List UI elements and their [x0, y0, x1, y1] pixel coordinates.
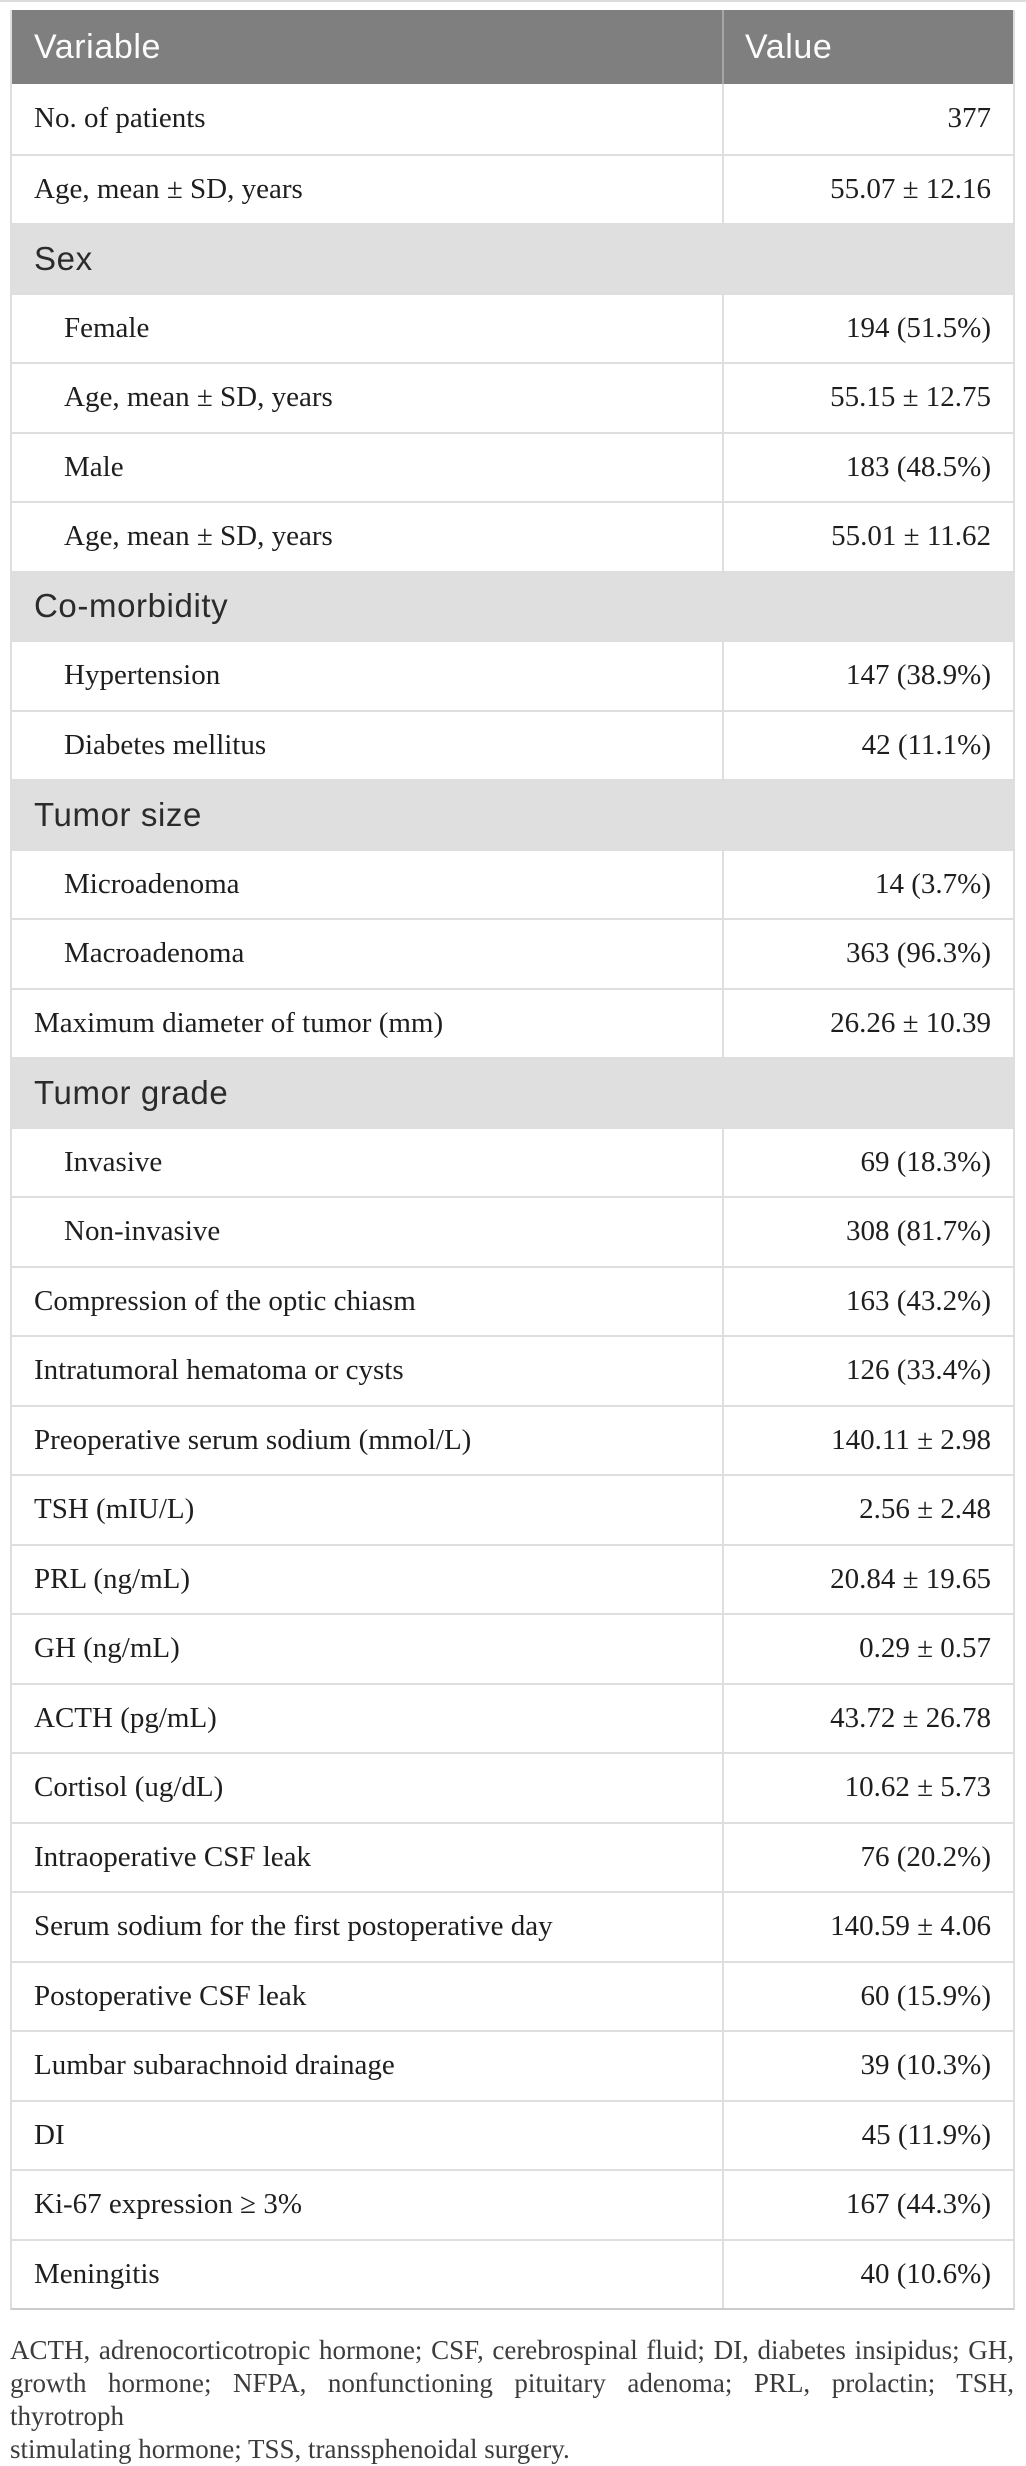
row-label: Ki-67 expression ≥ 3%	[34, 2188, 303, 2221]
row-label: Non-invasive	[64, 1215, 221, 1248]
table-row: Meningitis 40 (10.6%)	[12, 2238, 1013, 2308]
row-label: No. of patients	[34, 102, 206, 135]
row-value: 39 (10.3%)	[722, 2032, 1013, 2100]
table-row: Non-invasive 308 (81.7%)	[12, 1196, 1013, 1266]
row-value: 363 (96.3%)	[722, 920, 1013, 988]
table-row: Postoperative CSF leak 60 (15.9%)	[12, 1960, 1013, 2030]
row-label: Macroadenoma	[64, 937, 245, 970]
row-value: 55.07 ± 12.16	[722, 155, 1013, 223]
table-row: Ki-67 expression ≥ 3% 167 (44.3%)	[12, 2169, 1013, 2239]
table-row: ACTH (pg/mL) 43.72 ± 26.78	[12, 1682, 1013, 1752]
row-label: Meningitis	[34, 2257, 160, 2290]
section-header-row: Tumor grade	[12, 1057, 1013, 1127]
row-value: 42 (11.1%)	[722, 711, 1013, 779]
row-value: 10.62 ± 5.73	[722, 1754, 1013, 1822]
row-value: 55.01 ± 11.62	[722, 503, 1013, 571]
row-value: 40 (10.6%)	[722, 2240, 1013, 2308]
row-label: Maximum diameter of tumor (mm)	[34, 1006, 444, 1039]
row-label: PRL (ng/mL)	[34, 1562, 191, 1595]
table-row: Serum sodium for the first postoperative…	[12, 1891, 1013, 1961]
row-value: 140.11 ± 2.98	[722, 1406, 1013, 1474]
row-value: 147 (38.9%)	[722, 642, 1013, 710]
table-row: Preoperative serum sodium (mmol/L) 140.11…	[12, 1404, 1013, 1474]
table-row: GH (ng/mL) 0.29 ± 0.57	[12, 1613, 1013, 1683]
row-label: Serum sodium for the first postoperative…	[34, 1910, 553, 1943]
row-value: 163 (43.2%)	[722, 1267, 1013, 1335]
row-value: 183 (48.5%)	[722, 433, 1013, 501]
row-value: 126 (33.4%)	[722, 1337, 1013, 1405]
table-row: DI 45 (11.9%)	[12, 2099, 1013, 2169]
row-label: Diabetes mellitus	[64, 728, 267, 761]
table-row: Intratumoral hematoma or cysts 126 (33.4%…	[12, 1335, 1013, 1405]
table-row: Invasive 69 (18.3%)	[12, 1126, 1013, 1196]
row-label: Age, mean ± SD, years	[64, 381, 333, 414]
section-header-row: Tumor size	[12, 779, 1013, 849]
row-value: 2.56 ± 2.48	[722, 1476, 1013, 1544]
row-label: Intraoperative CSF leak	[34, 1840, 312, 1873]
table-row: Age, mean ± SD, years 55.07 ± 12.16	[12, 153, 1013, 223]
row-label: Male	[64, 450, 124, 483]
table-body: No. of patients 377 Age, mean ± SD, years 5…	[12, 84, 1013, 2308]
row-label: Hypertension	[64, 659, 221, 692]
row-value: 26.26 ± 10.39	[722, 989, 1013, 1057]
table-row: PRL (ng/mL) 20.84 ± 19.65	[12, 1543, 1013, 1613]
section-header-row: Sex	[12, 223, 1013, 293]
table-row: Macroadenoma 363 (96.3%)	[12, 918, 1013, 988]
table-row: Compression of the optic chiasm 163 (43.2…	[12, 1265, 1013, 1335]
column-header-value: Value	[722, 10, 1013, 84]
row-value: 76 (20.2%)	[722, 1823, 1013, 1891]
table-row: Hypertension 147 (38.9%)	[12, 640, 1013, 710]
table-row: Lumbar subarachnoid drainage 39 (10.3%)	[12, 2030, 1013, 2100]
row-value: 43.72 ± 26.78	[722, 1684, 1013, 1752]
row-label: Lumbar subarachnoid drainage	[34, 2049, 395, 2082]
table-row: Age, mean ± SD, years 55.15 ± 12.75	[12, 362, 1013, 432]
footnote-line: stimulating hormone; TSS, transsphenoida…	[10, 2434, 570, 2464]
row-label: GH (ng/mL)	[34, 1632, 180, 1665]
row-label: Cortisol (ug/dL)	[34, 1771, 224, 1804]
row-value: 55.15 ± 12.75	[722, 364, 1013, 432]
row-label: ACTH (pg/mL)	[34, 1701, 217, 1734]
row-label: Invasive	[64, 1145, 163, 1178]
row-label: DI	[34, 2118, 65, 2151]
row-value: 308 (81.7%)	[722, 1198, 1013, 1266]
row-label: Female	[64, 311, 150, 344]
row-value: 20.84 ± 19.65	[722, 1545, 1013, 1613]
table-footnote: ACTH, adrenocorticotropic hormone; CSF, …	[10, 2334, 1014, 2466]
row-value: 0.29 ± 0.57	[722, 1615, 1013, 1683]
table-row: Female 194 (51.5%)	[12, 292, 1013, 362]
row-value: 167 (44.3%)	[722, 2171, 1013, 2239]
table-row: Diabetes mellitus 42 (11.1%)	[12, 709, 1013, 779]
row-value: 69 (18.3%)	[722, 1128, 1013, 1196]
row-value: 140.59 ± 4.06	[722, 1893, 1013, 1961]
row-value: 14 (3.7%)	[722, 850, 1013, 918]
footnote-line: growth hormone; NFPA, nonfunctioning pit…	[10, 2368, 1014, 2431]
page-top-border	[0, 0, 1026, 2]
row-label: Postoperative CSF leak	[34, 1979, 307, 2012]
section-header-row: Co-morbidity	[12, 570, 1013, 640]
row-label: Microadenoma	[64, 867, 240, 900]
row-label: Age, mean ± SD, years	[34, 172, 303, 205]
table-row: Intraoperative CSF leak 76 (20.2%)	[12, 1821, 1013, 1891]
row-label: TSH (mIU/L)	[34, 1493, 195, 1526]
row-value: 60 (15.9%)	[722, 1962, 1013, 2030]
footnote-line: ACTH, adrenocorticotropic hormone; CSF, …	[10, 2335, 1014, 2365]
table-row: Age, mean ± SD, years 55.01 ± 11.62	[12, 501, 1013, 571]
table-row: Cortisol (ug/dL) 10.62 ± 5.73	[12, 1752, 1013, 1822]
row-value: 377	[722, 84, 1013, 154]
table-row: Microadenoma 14 (3.7%)	[12, 848, 1013, 918]
row-value: 45 (11.9%)	[722, 2101, 1013, 2169]
column-header-variable: Variable	[34, 27, 162, 66]
row-label: Intratumoral hematoma or cysts	[34, 1354, 404, 1387]
row-label: Compression of the optic chiasm	[34, 1284, 416, 1317]
table-row: TSH (mIU/L) 2.56 ± 2.48	[12, 1474, 1013, 1544]
row-label: Preoperative serum sodium (mmol/L)	[34, 1423, 472, 1456]
row-value: 194 (51.5%)	[722, 294, 1013, 362]
table-row: No. of patients 377	[12, 84, 1013, 154]
table-row: Male 183 (48.5%)	[12, 431, 1013, 501]
table-header-row: Variable Value	[12, 10, 1013, 84]
patient-characteristics-table: Variable Value No. of patients 377 Age, me…	[10, 10, 1015, 2310]
row-label: Age, mean ± SD, years	[64, 520, 333, 553]
table-row: Maximum diameter of tumor (mm) 26.26 ± 10…	[12, 987, 1013, 1057]
